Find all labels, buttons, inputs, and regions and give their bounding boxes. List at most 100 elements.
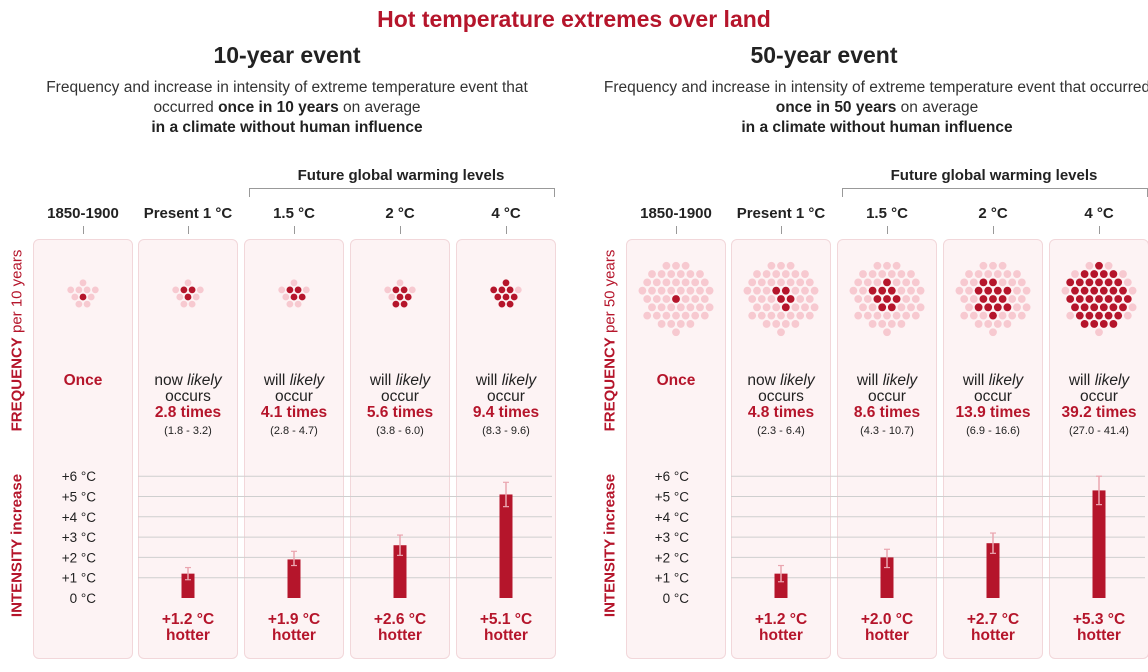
event-dot	[87, 293, 95, 301]
event-dot-occurred	[396, 293, 404, 301]
event-dot	[801, 303, 809, 312]
event-dot	[686, 270, 695, 278]
frequency-dots	[278, 279, 310, 308]
event-dot	[384, 286, 392, 294]
event-dot	[801, 270, 809, 278]
event-dot	[172, 286, 180, 294]
frequency-prefix: now	[747, 372, 776, 389]
event-dot	[801, 286, 809, 295]
event-dot	[667, 286, 676, 295]
event-dot-occurred	[777, 295, 785, 303]
event-dot-occurred	[989, 278, 997, 287]
future-bracket	[249, 188, 555, 197]
event-dot-occurred	[1071, 286, 1079, 295]
event-dot	[955, 286, 964, 295]
frequency-once: Once	[63, 372, 103, 389]
event-dot	[1008, 311, 1017, 320]
event-dot	[969, 278, 978, 287]
column-tick	[676, 226, 677, 234]
event-dot	[1061, 286, 1070, 295]
frequency-prefix: will	[475, 372, 498, 389]
event-dot	[691, 311, 700, 320]
frequency-dots	[955, 261, 1031, 337]
intensity-word: hotter	[166, 627, 210, 644]
frequency-likely: likely	[187, 372, 222, 389]
future-bracket	[842, 188, 1148, 197]
event-dot	[767, 295, 776, 303]
event-dot	[878, 270, 887, 278]
event-dot	[777, 278, 785, 287]
event-dot-occurred	[494, 293, 502, 301]
event-dot-occurred	[772, 286, 781, 295]
event-dot	[772, 270, 781, 278]
column-tick	[781, 226, 782, 234]
event-dot-occurred	[1075, 295, 1084, 303]
event-dot-occurred	[984, 303, 993, 312]
event-dot-occurred	[1075, 278, 1084, 287]
frequency-prefix: will	[369, 372, 392, 389]
event-dot	[998, 261, 1007, 270]
event-dot	[786, 261, 795, 270]
event-dot	[897, 320, 906, 328]
event-dot-occurred	[1123, 295, 1132, 303]
event-dot	[282, 293, 290, 301]
column-header: Present 1 °C	[143, 205, 233, 222]
event-dot	[1095, 328, 1103, 337]
subtitle-baseline: in a climate without human influence	[741, 119, 1013, 136]
event-dot	[883, 311, 891, 320]
event-dot	[290, 279, 298, 287]
event-dot-occurred	[1075, 311, 1084, 320]
event-dot	[907, 286, 915, 295]
subtitle-text: on average	[896, 99, 979, 116]
intensity-value: +1.2 °C	[754, 611, 808, 628]
frequency-axis-suffix: per 10 years	[8, 249, 26, 338]
event-dot	[662, 261, 671, 270]
event-dot-occurred	[184, 293, 192, 301]
event-dot	[863, 295, 872, 303]
event-dot	[1104, 261, 1113, 270]
subtitle-text: Frequency and increase in intensity of e…	[603, 79, 1148, 96]
event-dot	[91, 286, 99, 294]
event-dot	[753, 303, 761, 312]
event-dot	[984, 320, 993, 328]
frequency-label: will likely occur 9.4 times (8.3 - 9.6)	[454, 373, 558, 439]
event-dot	[969, 295, 978, 303]
frequency-label: now likely occurs 4.8 times (2.3 - 6.4)	[729, 373, 833, 439]
event-dot-occurred	[1090, 286, 1099, 295]
event-dot-occurred	[400, 300, 408, 308]
event-dot	[767, 261, 776, 270]
frequency-axis-word: FREQUENCY	[8, 337, 26, 432]
intensity-label: +1.9 °C hotter	[242, 612, 346, 644]
event-dot-occurred	[1085, 311, 1094, 320]
event-dot	[777, 328, 785, 337]
event-dot	[79, 279, 87, 287]
event-dot	[638, 286, 647, 295]
event-dot	[1017, 278, 1026, 287]
event-dot-occurred	[989, 295, 997, 303]
frequency-phrase: will likely	[1047, 373, 1148, 389]
event-dot	[667, 303, 676, 312]
event-dot	[791, 320, 800, 328]
column-header: 1850-1900	[640, 205, 712, 222]
event-dot	[672, 311, 680, 320]
event-dot-occurred	[502, 279, 510, 287]
frequency-times: 4.1 times	[260, 404, 328, 421]
event-dot-occurred	[672, 295, 680, 303]
event-dot-occurred	[1080, 303, 1089, 312]
frequency-axis-title: FREQUENCY per 50 years	[602, 236, 619, 446]
column-tick	[83, 226, 84, 234]
event-dot	[83, 300, 91, 308]
event-dot	[863, 278, 872, 287]
event-dot-occurred	[392, 300, 400, 308]
event-dot	[686, 320, 695, 328]
intensity-label: +2.0 °C hotter	[835, 612, 939, 644]
frequency-phrase: now likely	[729, 373, 833, 389]
frequency-range: (27.0 - 41.4)	[1069, 425, 1129, 437]
event-dot-occurred	[510, 293, 518, 301]
event-dot	[681, 261, 690, 270]
event-dot-occurred	[1104, 278, 1113, 287]
event-dot	[652, 295, 661, 303]
event-dot	[777, 261, 785, 270]
event-dot-occurred	[1090, 320, 1099, 328]
event-dot-occurred	[998, 295, 1007, 303]
